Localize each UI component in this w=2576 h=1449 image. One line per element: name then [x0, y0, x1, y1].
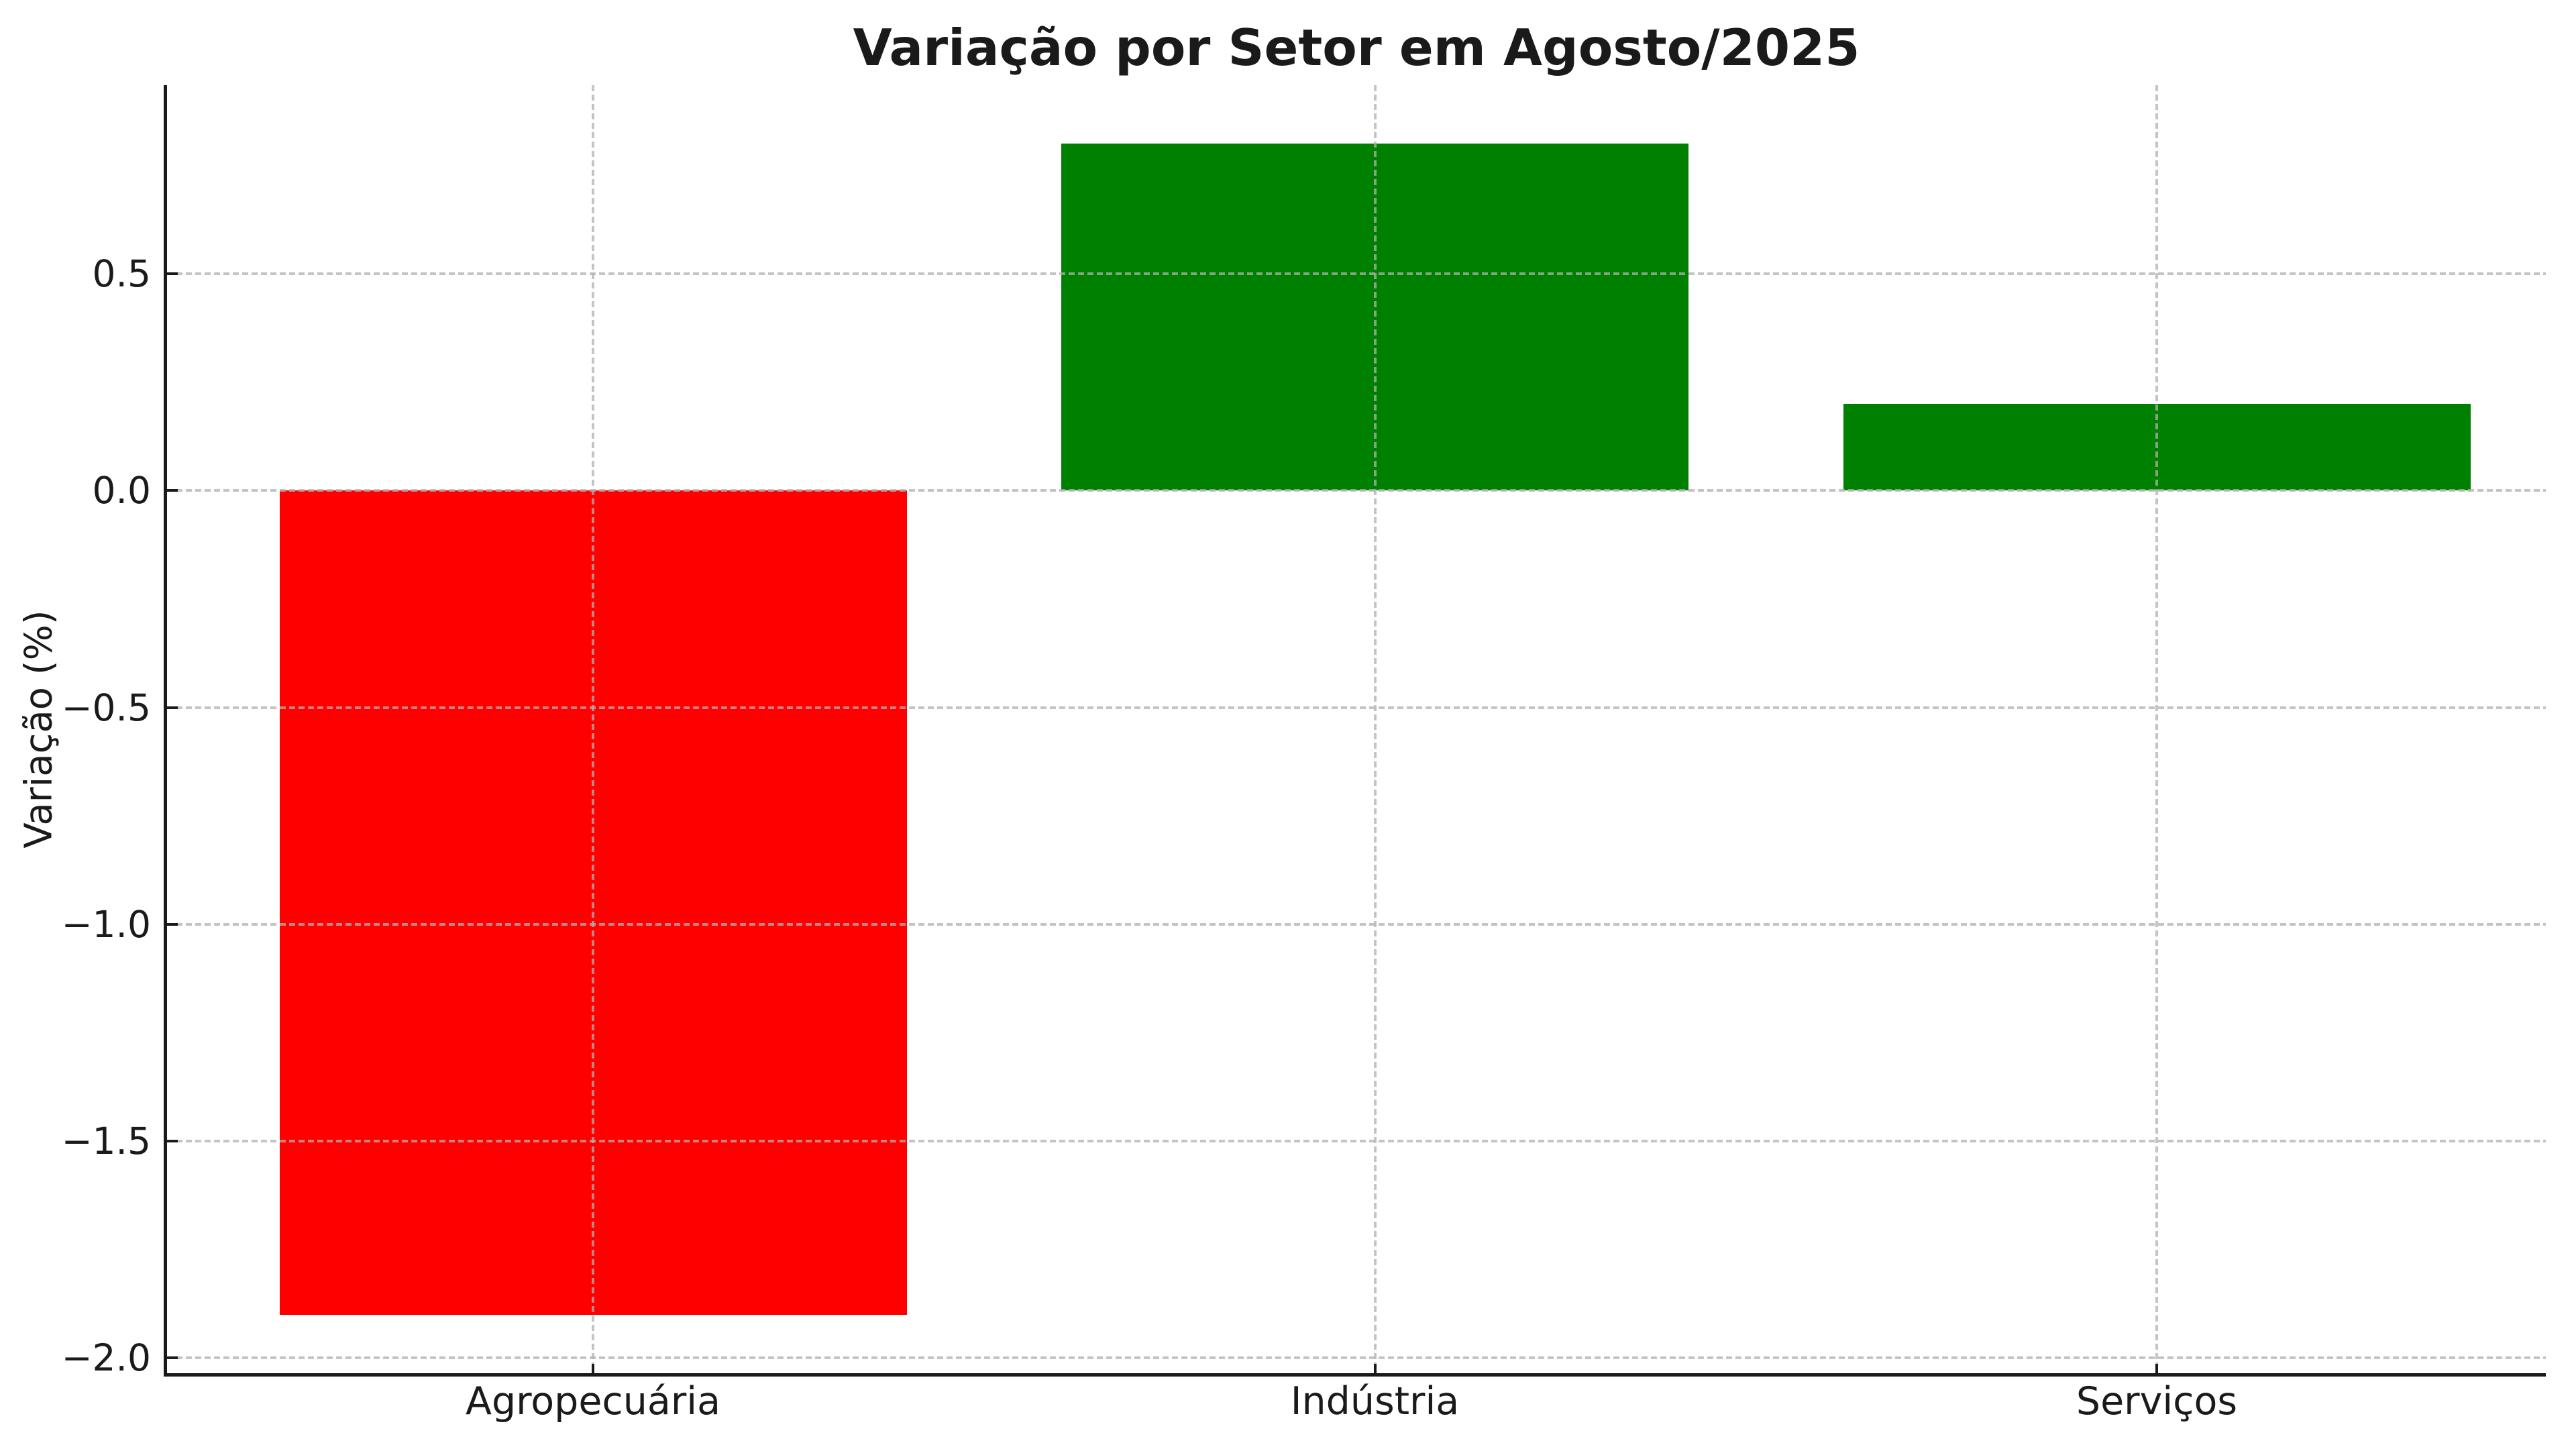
x-tick-mark [2155, 1364, 2158, 1373]
h-gridline [167, 489, 2546, 492]
y-tick-label: 0.0 [92, 469, 151, 513]
y-axis-label: Variação (%) [17, 610, 61, 849]
h-gridline [167, 1140, 2546, 1143]
x-tick-mark [592, 1364, 594, 1373]
h-gridline [167, 706, 2546, 709]
bottom-spine [164, 1373, 2546, 1377]
h-gridline [167, 272, 2546, 276]
y-tick-label: 0.5 [92, 252, 151, 296]
h-gridline [167, 922, 2546, 926]
y-tick-label: −2.0 [61, 1336, 151, 1380]
y-tick-mark [167, 706, 178, 709]
y-tick-label: −1.5 [61, 1120, 151, 1163]
x-tick-label: Indústria [1290, 1379, 1460, 1424]
left-spine [164, 85, 167, 1377]
v-gridline [2155, 85, 2158, 1373]
h-gridline [167, 1356, 2546, 1360]
x-tick-label: Serviços [2076, 1379, 2238, 1424]
y-tick-mark [167, 489, 178, 492]
y-tick-mark [167, 272, 178, 276]
x-tick-label: Agropecuária [465, 1379, 721, 1424]
x-tick-mark [1373, 1364, 1377, 1373]
y-tick-mark [167, 1356, 178, 1360]
plot-area [164, 85, 2546, 1377]
v-gridline [1373, 85, 1377, 1373]
y-tick-mark [167, 1140, 178, 1143]
y-tick-label: −1.0 [61, 902, 151, 946]
y-tick-mark [167, 922, 178, 926]
y-tick-label: −0.5 [61, 686, 151, 729]
v-gridline [592, 85, 594, 1373]
chart-title: Variação por Setor em Agosto/2025 [853, 18, 1860, 77]
